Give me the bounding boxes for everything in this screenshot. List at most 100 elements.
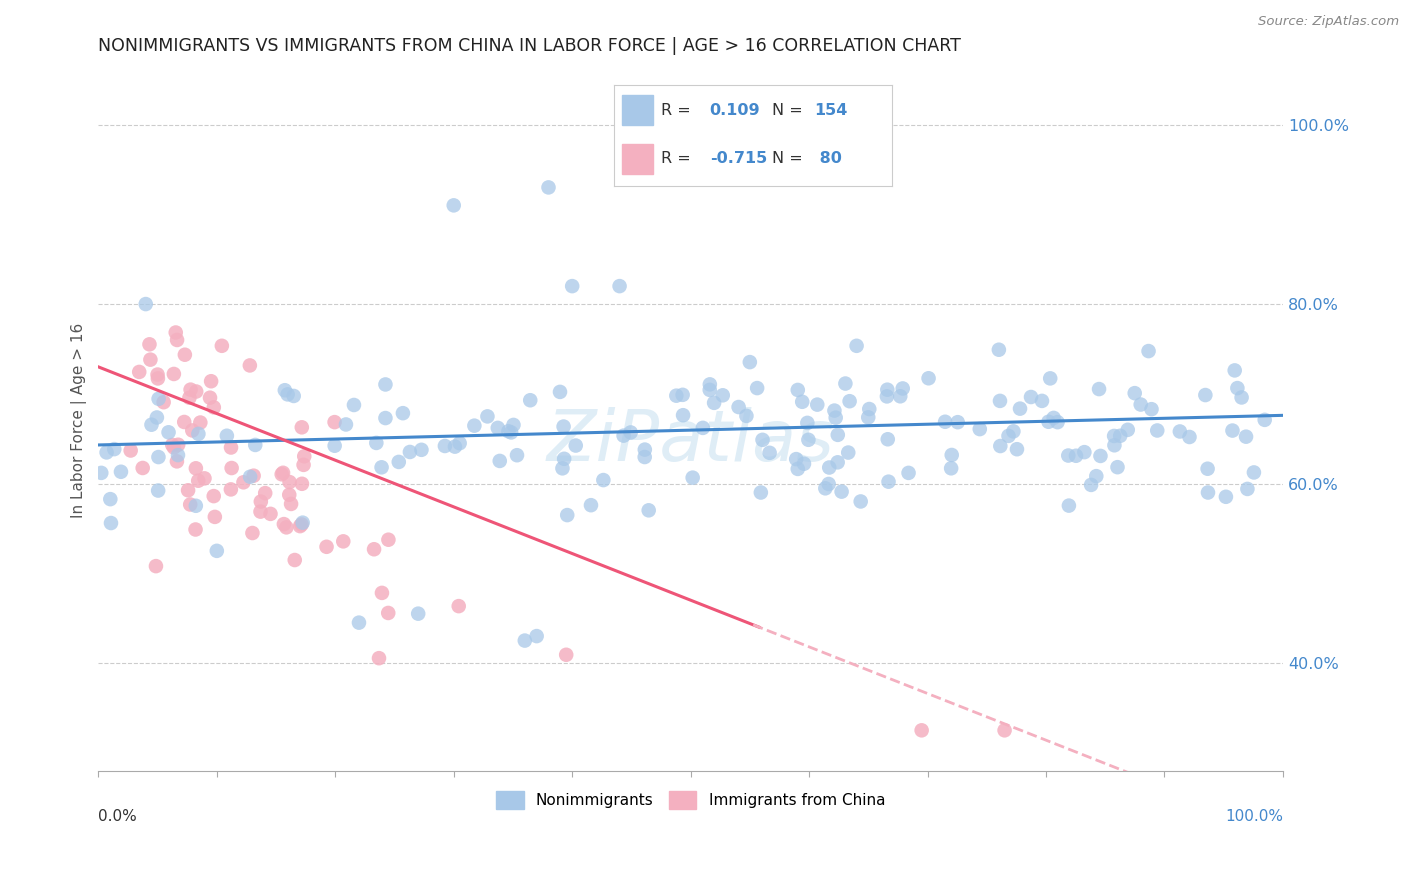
Point [184, 499, 207, 513]
Point [315, 540, 337, 554]
Point [291, 517, 314, 532]
Point [897, 466, 920, 480]
Point [219, 441, 242, 455]
Point [177, 483, 200, 498]
Point [988, 393, 1011, 408]
Point [291, 476, 314, 491]
Point [363, 542, 385, 557]
Point [785, 452, 807, 467]
Point [173, 348, 195, 362]
Point [370, 460, 392, 475]
Point [1236, 482, 1258, 496]
Point [280, 497, 302, 511]
Point [392, 406, 415, 420]
Point [1057, 449, 1080, 463]
Point [692, 421, 714, 435]
Text: 100.0%: 100.0% [1225, 809, 1282, 824]
Point [519, 393, 541, 408]
Point [824, 410, 846, 425]
Point [917, 371, 939, 385]
Point [200, 374, 222, 388]
Point [634, 450, 657, 464]
Point [335, 417, 357, 432]
Point [291, 420, 314, 434]
Point [131, 461, 153, 475]
Point [245, 438, 267, 452]
Point [609, 279, 631, 293]
Point [1102, 429, 1125, 443]
Point [501, 425, 523, 440]
Point [270, 467, 292, 482]
Point [827, 455, 849, 469]
Point [239, 469, 262, 483]
Point [727, 400, 749, 414]
Point [1194, 388, 1216, 402]
Point [343, 398, 366, 412]
Point [202, 401, 225, 415]
Point [388, 455, 411, 469]
Point [103, 442, 125, 457]
Point [219, 483, 242, 497]
Point [747, 381, 769, 395]
Point [1085, 469, 1108, 483]
Point [592, 473, 614, 487]
Text: Source: ZipAtlas.com: Source: ZipAtlas.com [1258, 15, 1399, 29]
Point [291, 516, 314, 530]
Point [1039, 371, 1062, 385]
Point [443, 198, 465, 212]
Point [1178, 430, 1201, 444]
Point [620, 425, 643, 440]
Point [1088, 382, 1111, 396]
Point [138, 337, 160, 351]
Point [273, 517, 295, 532]
Point [377, 606, 399, 620]
Point [146, 371, 169, 385]
Point [139, 352, 162, 367]
Text: NONIMMIGRANTS VS IMMIGRANTS FROM CHINA IN LABOR FORCE | AGE > 16 CORRELATION CHA: NONIMMIGRANTS VS IMMIGRANTS FROM CHINA I… [98, 37, 962, 55]
Point [1234, 430, 1257, 444]
Point [1005, 442, 1028, 457]
Point [146, 483, 169, 498]
Point [184, 523, 207, 537]
Point [941, 448, 963, 462]
Point [433, 439, 456, 453]
Point [837, 445, 859, 459]
Point [1002, 425, 1025, 439]
Point [735, 409, 758, 423]
Point [987, 343, 1010, 357]
Point [792, 394, 814, 409]
Point [555, 648, 578, 662]
Point [1073, 445, 1095, 459]
Point [406, 607, 429, 621]
Point [242, 526, 264, 541]
Point [997, 429, 1019, 443]
Point [1104, 438, 1126, 452]
Point [283, 389, 305, 403]
Point [332, 534, 354, 549]
Point [1031, 393, 1053, 408]
Y-axis label: In Labor Force | Age > 16: In Labor Force | Age > 16 [72, 323, 87, 518]
Point [1038, 415, 1060, 429]
Point [135, 297, 157, 311]
Point [371, 586, 394, 600]
Point [889, 389, 911, 403]
Point [163, 441, 186, 455]
Point [167, 448, 190, 462]
Point [564, 438, 586, 452]
Point [1215, 490, 1237, 504]
Point [665, 389, 688, 403]
Point [1116, 423, 1139, 437]
Point [814, 481, 837, 495]
Point [672, 388, 695, 402]
Point [834, 376, 856, 391]
Point [637, 503, 659, 517]
Point [818, 460, 841, 475]
Point [548, 384, 571, 399]
Text: 0.0%: 0.0% [98, 809, 138, 824]
Point [786, 383, 808, 397]
Point [797, 433, 820, 447]
Point [817, 477, 839, 491]
Point [1146, 424, 1168, 438]
Point [699, 383, 721, 397]
Point [399, 445, 422, 459]
